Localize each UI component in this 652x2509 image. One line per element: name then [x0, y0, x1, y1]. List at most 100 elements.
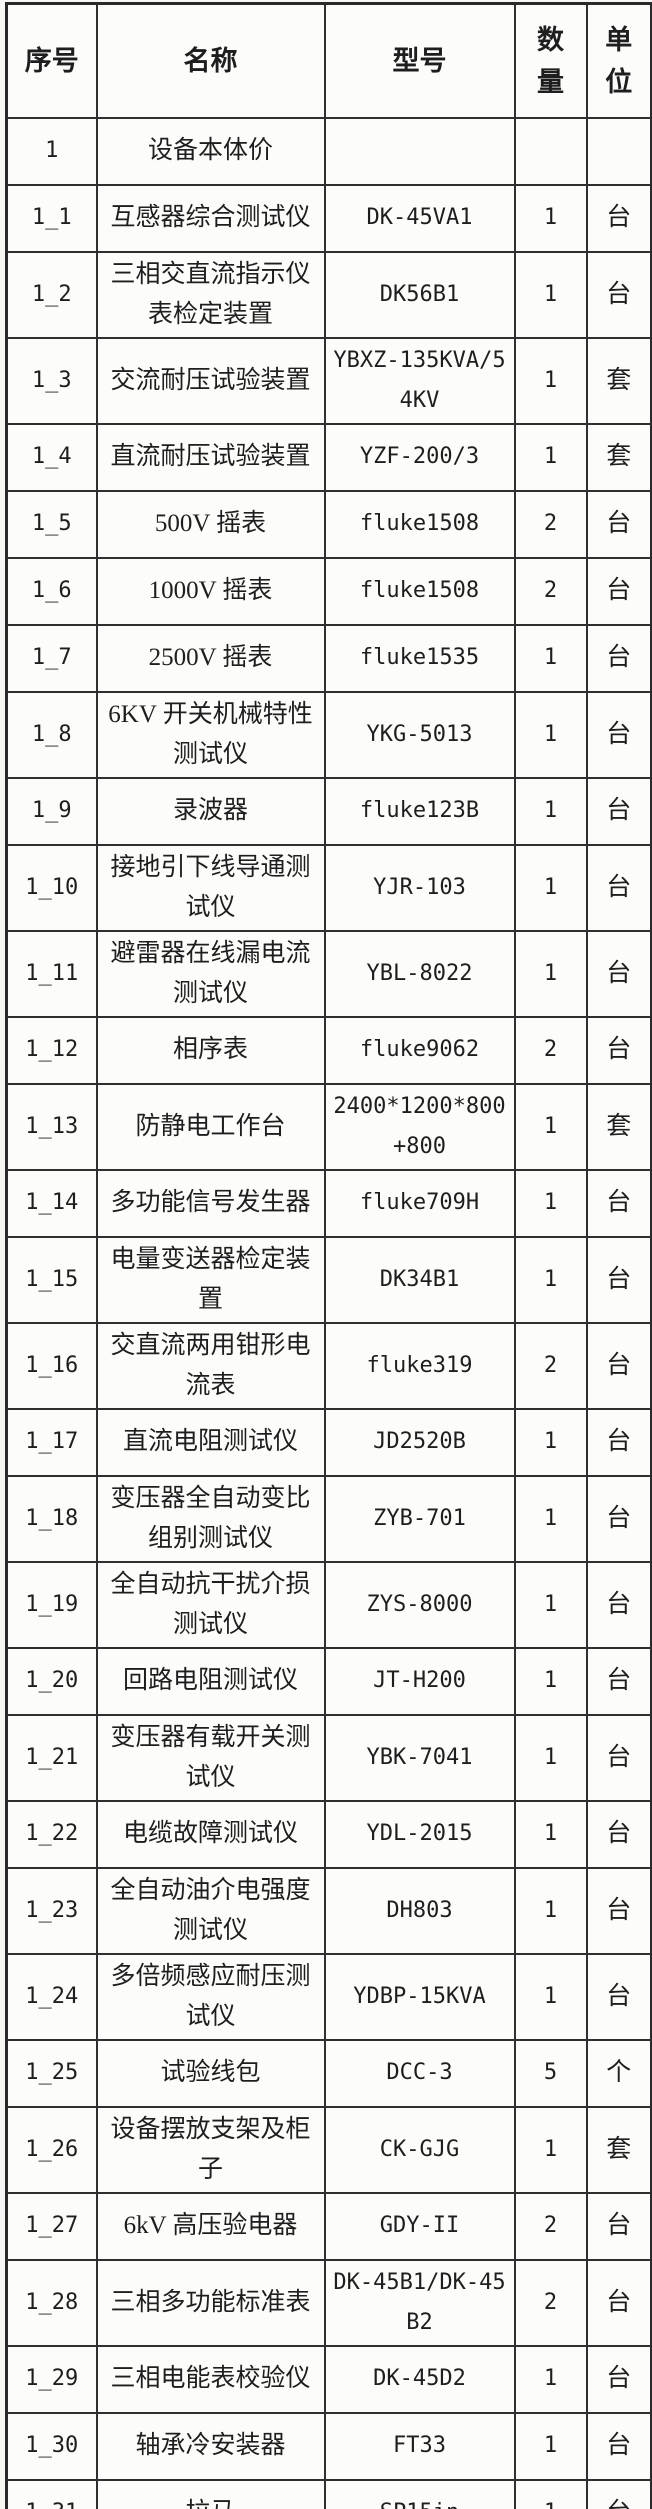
model-cell: DH803 — [323, 1866, 516, 1955]
table-row: 1_11 避雷器在线漏电流测试仪 YBL-8022 1 台 — [5, 929, 652, 1018]
unit-cell: 台 — [585, 776, 652, 846]
name-cell: 录波器 — [95, 776, 326, 846]
unit-cell: 台 — [585, 1168, 652, 1238]
name-cell: 三相多功能标准表 — [95, 2258, 326, 2347]
qty-cell: 1 — [513, 2478, 588, 2509]
unit-cell: 台 — [585, 489, 652, 559]
qty-cell: 1 — [513, 1713, 588, 1802]
table-row: 1_13 防静电工作台 2400*1200*800+800 1 套 — [5, 1082, 652, 1171]
model-cell: fluke1535 — [323, 623, 516, 693]
model-cell: fluke9062 — [323, 1015, 516, 1085]
column-header-name: 名称 — [95, 2, 326, 119]
model-cell: DK-45VA1 — [323, 183, 516, 253]
serial-cell: 1_25 — [5, 2038, 98, 2108]
unit-cell: 台 — [585, 183, 652, 253]
serial-cell: 1_18 — [5, 1474, 98, 1563]
model-cell: DK34B1 — [323, 1235, 516, 1324]
qty-cell: 2 — [513, 2191, 588, 2261]
serial-cell: 1_22 — [5, 1799, 98, 1869]
name-cell: 直流耐压试验装置 — [95, 422, 326, 492]
qty-cell: 1 — [513, 1952, 588, 2041]
column-header-unit-label: 单位 — [605, 24, 633, 97]
qty-cell: 1 — [513, 2411, 588, 2481]
unit-cell: 台 — [585, 1713, 652, 1802]
name-cell: 拉马 — [95, 2478, 326, 2509]
name-cell: 1000V 摇表 — [95, 556, 326, 626]
unit-cell: 台 — [585, 1799, 652, 1869]
table-row: 1_2 三相交直流指示仪表检定装置 DK56B1 1 台 — [5, 250, 652, 339]
qty-cell: 1 — [513, 1168, 588, 1238]
table-row: 1_31 拉马 SP15in 1 台 — [5, 2478, 652, 2509]
name-cell: 多功能信号发生器 — [95, 1168, 326, 1238]
qty-cell: 1 — [513, 336, 588, 425]
table-row: 1_16 交直流两用钳形电流表 fluke319 2 台 — [5, 1321, 652, 1410]
qty-cell: 5 — [513, 2038, 588, 2108]
unit-cell: 台 — [585, 1474, 652, 1563]
model-cell: YBL-8022 — [323, 929, 516, 1018]
serial-cell: 1_11 — [5, 929, 98, 1018]
name-cell: 避雷器在线漏电流测试仪 — [95, 929, 326, 1018]
serial-cell: 1_27 — [5, 2191, 98, 2261]
name-cell: 相序表 — [95, 1015, 326, 1085]
name-cell: 2500V 摇表 — [95, 623, 326, 693]
table-row: 1_30 轴承冷安装器 FT33 1 台 — [5, 2411, 652, 2481]
table-row: 1_9 录波器 fluke123B 1 台 — [5, 776, 652, 846]
unit-cell: 台 — [585, 1015, 652, 1085]
qty-cell: 1 — [513, 250, 588, 339]
unit-cell: 台 — [585, 250, 652, 339]
serial-cell: 1 — [5, 116, 98, 186]
unit-cell: 套 — [585, 422, 652, 492]
name-cell: 500V 摇表 — [95, 489, 326, 559]
table-row: 1_6 1000V 摇表 fluke1508 2 台 — [5, 556, 652, 626]
name-cell: 6KV 开关机械特性测试仪 — [95, 690, 326, 779]
serial-cell: 1_28 — [5, 2258, 98, 2347]
name-cell: 电缆故障测试仪 — [95, 1799, 326, 1869]
unit-cell: 台 — [585, 1407, 652, 1477]
model-cell: YZF-200/3 — [323, 422, 516, 492]
serial-cell: 1_23 — [5, 1866, 98, 1955]
unit-cell: 台 — [585, 1321, 652, 1410]
serial-cell: 1_24 — [5, 1952, 98, 2041]
model-cell — [323, 116, 516, 186]
unit-cell: 台 — [585, 623, 652, 693]
serial-cell: 1_30 — [5, 2411, 98, 2481]
serial-cell: 1_26 — [5, 2105, 98, 2194]
name-cell: 交流耐压试验装置 — [95, 336, 326, 425]
serial-cell: 1_6 — [5, 556, 98, 626]
table-row: 1_1 互感器综合测试仪 DK-45VA1 1 台 — [5, 183, 652, 253]
table-row: 1_19 全自动抗干扰介损测试仪 ZYS-8000 1 台 — [5, 1560, 652, 1649]
table-row: 1_8 6KV 开关机械特性测试仪 YKG-5013 1 台 — [5, 690, 652, 779]
name-cell: 试验线包 — [95, 2038, 326, 2108]
qty-cell: 2 — [513, 1321, 588, 1410]
qty-cell: 1 — [513, 183, 588, 253]
model-cell: ZYS-8000 — [323, 1560, 516, 1649]
name-cell: 三相电能表校验仪 — [95, 2344, 326, 2414]
table-row: 1_7 2500V 摇表 fluke1535 1 台 — [5, 623, 652, 693]
model-cell: YKG-5013 — [323, 690, 516, 779]
table-row: 1_18 变压器全自动变比组别测试仪 ZYB-701 1 台 — [5, 1474, 652, 1563]
serial-cell: 1_9 — [5, 776, 98, 846]
qty-cell: 2 — [513, 556, 588, 626]
serial-cell: 1_8 — [5, 690, 98, 779]
table-row: 1_26 设备摆放支架及柜子 CK-GJG 1 套 — [5, 2105, 652, 2194]
table-row: 1_15 电量变送器检定装置 DK34B1 1 台 — [5, 1235, 652, 1324]
unit-cell: 台 — [585, 2478, 652, 2509]
column-header-name-label: 名称 — [183, 45, 238, 76]
header-row: 序号 名称 型号 数量 单位 — [5, 2, 652, 119]
qty-cell: 1 — [513, 1407, 588, 1477]
name-cell: 回路电阻测试仪 — [95, 1646, 326, 1716]
model-cell: DCC-3 — [323, 2038, 516, 2108]
name-cell: 6kV 高压验电器 — [95, 2191, 326, 2261]
serial-cell: 1_31 — [5, 2478, 98, 2509]
model-cell: YDBP-15KVA — [323, 1952, 516, 2041]
table-row: 1_5 500V 摇表 fluke1508 2 台 — [5, 489, 652, 559]
qty-cell: 1 — [513, 843, 588, 932]
table-row: 1_20 回路电阻测试仪 JT-H200 1 台 — [5, 1646, 652, 1716]
name-cell: 三相交直流指示仪表检定装置 — [95, 250, 326, 339]
model-cell: DK56B1 — [323, 250, 516, 339]
qty-cell: 1 — [513, 1082, 588, 1171]
model-cell: fluke123B — [323, 776, 516, 846]
qty-cell — [513, 116, 588, 186]
table-row: 1_10 接地引下线导通测试仪 YJR-103 1 台 — [5, 843, 652, 932]
